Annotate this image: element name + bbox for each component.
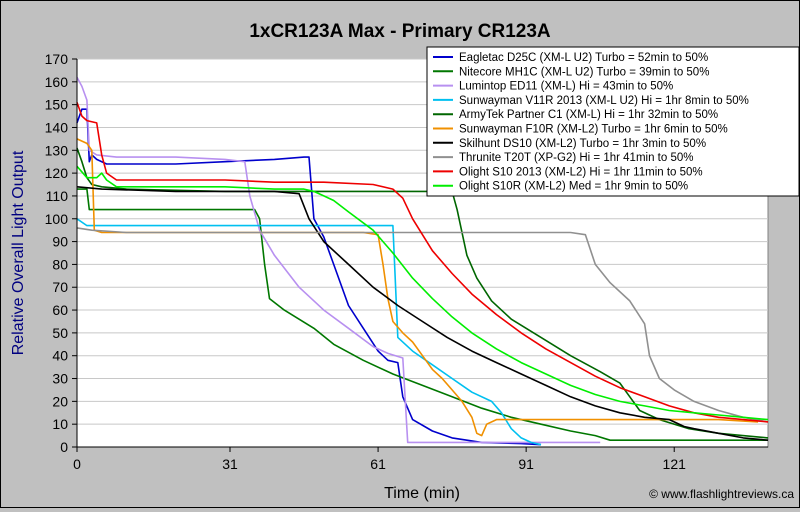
gridlines (77, 58, 768, 425)
legend-label-0: Eagletac D25C (XM-L U2) Turbo = 52min to… (459, 52, 708, 64)
y-tick-label-6: 60 (52, 302, 68, 318)
series-layer (76, 76, 769, 446)
y-tick-label-17: 170 (45, 51, 69, 67)
y-tick-label-13: 130 (45, 142, 69, 158)
legend-label-2: Lumintop ED11 (XM-L) Hi = 43min to 50% (459, 81, 673, 93)
y-tick-label-15: 150 (45, 97, 69, 113)
legend-label-4: ArmyTek Partner C1 (XM-L) Hi = 1hr 32min… (459, 109, 718, 121)
series-line-3 (76, 218, 542, 446)
x-tick-label-0: 0 (73, 456, 81, 472)
y-tick-label-3: 30 (52, 371, 68, 387)
y-tick-label-16: 160 (45, 74, 69, 90)
legend-box (426, 46, 800, 197)
y-tick-label-11: 110 (46, 188, 69, 204)
series-line-2 (76, 76, 601, 444)
legend-label-7: Thrunite T20T (XP-G2) Hi = 1hr 41min to … (459, 152, 693, 164)
y-tick-label-1: 10 (52, 416, 68, 432)
chart-title: 1xCR123A Max - Primary CR123A (249, 21, 551, 42)
y-tick-label-10: 100 (45, 211, 69, 227)
legend-label-6: Skilhunt DS10 (XM-L2) Turbo = 1hr 3min t… (459, 138, 706, 150)
x-tick-label-4: 121 (663, 456, 687, 472)
y-tick-label-14: 140 (45, 119, 69, 135)
legend-label-3: Sunwayman V11R 2013 (XM-L U2) Hi = 1hr 8… (459, 95, 749, 107)
axes (72, 58, 768, 452)
legend: Eagletac D25C (XM-L U2) Turbo = 52min to… (426, 46, 800, 197)
legend-label-5: Sunwayman F10R (XM-L2) Turbo = 1hr 6min … (459, 124, 728, 136)
tick-labels: 0 10 20 30 40 50 60 70 80 90 100 110 120 130 140 150 160… (45, 51, 686, 472)
x-axis-label: Time (min) (384, 485, 460, 502)
y-tick-label-5: 50 (52, 325, 68, 341)
series-line-7 (76, 227, 769, 423)
legend-label-1: Nitecore MH1C (XM-L U2) Turbo = 39min to… (459, 66, 709, 78)
series-line-6 (76, 186, 769, 441)
series-line-1 (77, 188, 768, 441)
y-tick-label-8: 80 (52, 256, 68, 272)
y-axis-label: Relative Overall Light Output (10, 150, 27, 355)
y-tick-label-7: 70 (52, 279, 68, 295)
series-line-8 (76, 102, 769, 423)
y-tick-label-12: 120 (45, 165, 69, 181)
y-tick-label-0: 0 (60, 439, 68, 455)
watermark: © www.flashlightreviews.ca (649, 487, 794, 501)
y-tick-label-2: 20 (52, 393, 68, 409)
series-line-4 (76, 147, 769, 439)
y-tick-label-4: 40 (52, 348, 68, 364)
legend-label-9: Olight S10R (XM-L2) Med = 1hr 9min to 50… (459, 181, 688, 193)
x-tick-label-3: 91 (518, 456, 534, 472)
legend-label-8: Olight S10 2013 (XM-L2) Hi = 1hr 11min t… (459, 166, 703, 178)
y-tick-label-9: 90 (52, 234, 68, 250)
x-tick-label-1: 31 (222, 456, 238, 472)
x-tick-label-2: 61 (370, 456, 386, 472)
series-line-0 (76, 108, 542, 446)
series-line-9 (76, 165, 769, 421)
